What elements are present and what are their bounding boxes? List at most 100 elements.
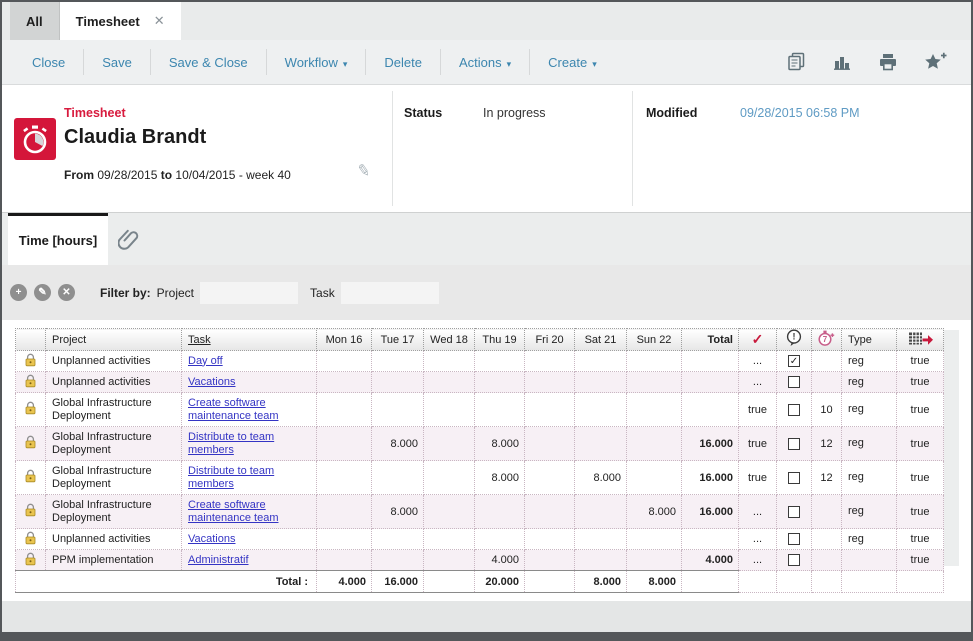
close-button[interactable]: Close xyxy=(32,54,66,70)
workflow-menu-button[interactable]: Workflow ▾ xyxy=(284,54,348,70)
day-column-header[interactable]: Tue 17 xyxy=(371,328,424,351)
day-cell[interactable] xyxy=(423,528,475,550)
day-cell[interactable] xyxy=(524,549,575,571)
day-cell[interactable] xyxy=(626,460,682,495)
day-cell[interactable] xyxy=(524,371,575,393)
day-cell[interactable] xyxy=(371,371,424,393)
task-link[interactable]: Vacations xyxy=(188,532,236,545)
rejected-checkbox[interactable] xyxy=(788,471,800,484)
rejected-checkbox[interactable] xyxy=(788,437,800,450)
task-link[interactable]: Day off xyxy=(188,354,223,367)
rejected-column-header[interactable]: ! xyxy=(776,328,812,351)
day-cell[interactable] xyxy=(574,528,627,550)
day-cell[interactable] xyxy=(474,350,525,372)
day-cell[interactable] xyxy=(626,426,682,461)
task-link[interactable]: Administratif xyxy=(188,553,249,566)
modified-value[interactable]: 09/28/2015 06:58 PM xyxy=(740,106,860,120)
transfer-column-header[interactable] xyxy=(896,328,944,351)
task-link[interactable]: Create software maintenance team xyxy=(188,498,279,524)
day-cell[interactable] xyxy=(626,371,682,393)
attachment-icon[interactable] xyxy=(117,228,139,256)
rejected-checkbox[interactable] xyxy=(788,554,800,566)
rejected-checkbox[interactable] xyxy=(788,533,800,545)
day-cell[interactable] xyxy=(316,494,372,529)
day-cell[interactable] xyxy=(316,426,372,461)
day-cell[interactable] xyxy=(371,460,424,495)
rejected-checkbox[interactable] xyxy=(788,403,800,416)
create-menu-button[interactable]: Create ▾ xyxy=(548,54,597,70)
task-link[interactable]: Distribute to team members xyxy=(188,464,275,490)
print-icon[interactable] xyxy=(878,52,898,72)
type-column-header[interactable]: Type xyxy=(841,328,897,351)
day-cell[interactable] xyxy=(316,350,372,372)
rejected-checkbox[interactable] xyxy=(788,376,800,388)
day-cell[interactable] xyxy=(474,494,525,529)
task-column-header[interactable]: Task xyxy=(181,328,317,351)
day-cell[interactable] xyxy=(371,528,424,550)
day-column-header[interactable]: Sun 22 xyxy=(626,328,682,351)
remove-row-button[interactable]: ✕ xyxy=(58,284,75,301)
close-icon[interactable]: ✕ xyxy=(153,13,165,28)
task-link[interactable]: Vacations xyxy=(188,375,236,388)
day-cell[interactable] xyxy=(316,528,372,550)
day-cell[interactable] xyxy=(423,350,475,372)
day-cell[interactable] xyxy=(574,549,627,571)
day-cell[interactable] xyxy=(626,549,682,571)
project-column-header[interactable]: Project xyxy=(45,328,182,351)
day-cell[interactable] xyxy=(626,528,682,550)
save-button[interactable]: Save xyxy=(102,54,132,70)
day-cell[interactable]: 4.000 xyxy=(474,549,525,571)
day-cell[interactable]: 8.000 xyxy=(474,460,525,495)
day-cell[interactable] xyxy=(423,392,475,427)
tab-time-hours[interactable]: Time [hours] xyxy=(8,213,108,265)
day-cell[interactable]: 8.000 xyxy=(371,494,424,529)
day-cell[interactable]: 8.000 xyxy=(371,426,424,461)
day-cell[interactable] xyxy=(524,392,575,427)
day-cell[interactable] xyxy=(423,371,475,393)
project-filter-input[interactable] xyxy=(200,281,299,304)
day-cell[interactable] xyxy=(423,494,475,529)
day-cell[interactable] xyxy=(474,528,525,550)
approved-column-header[interactable]: ✓ xyxy=(738,328,777,351)
day-cell[interactable] xyxy=(371,549,424,571)
day-cell[interactable] xyxy=(316,392,372,427)
favorite-add-icon[interactable] xyxy=(924,52,947,72)
day-cell[interactable] xyxy=(423,460,475,495)
rejected-checkbox[interactable]: ✓ xyxy=(788,355,800,367)
task-filter-input[interactable] xyxy=(340,281,439,304)
bar-chart-icon[interactable] xyxy=(832,52,852,72)
day-cell[interactable] xyxy=(626,392,682,427)
actions-menu-button[interactable]: Actions ▾ xyxy=(458,54,512,70)
day-cell[interactable] xyxy=(423,549,475,571)
day-cell[interactable] xyxy=(524,350,575,372)
add-row-button[interactable]: + xyxy=(10,284,27,301)
day-cell[interactable] xyxy=(474,392,525,427)
day-cell[interactable] xyxy=(474,371,525,393)
day-cell[interactable] xyxy=(524,494,575,529)
rejected-checkbox[interactable] xyxy=(788,505,800,518)
total-column-header[interactable]: Total xyxy=(681,328,739,351)
day-cell[interactable] xyxy=(524,426,575,461)
day-cell[interactable] xyxy=(626,350,682,372)
day-cell[interactable] xyxy=(371,392,424,427)
day-column-header[interactable]: Thu 19 xyxy=(474,328,525,351)
day-cell[interactable] xyxy=(574,392,627,427)
day-cell[interactable] xyxy=(574,494,627,529)
day-cell[interactable] xyxy=(574,371,627,393)
day-cell[interactable] xyxy=(316,371,372,393)
day-column-header[interactable]: Sat 21 xyxy=(574,328,627,351)
overtime-column-header[interactable]: 7 xyxy=(811,328,842,351)
day-cell[interactable] xyxy=(524,528,575,550)
day-cell[interactable]: 8.000 xyxy=(626,494,682,529)
day-cell[interactable] xyxy=(574,426,627,461)
day-cell[interactable] xyxy=(371,350,424,372)
copy-icon[interactable] xyxy=(786,52,806,72)
day-column-header[interactable]: Mon 16 xyxy=(316,328,372,351)
scrollbar-track[interactable] xyxy=(944,330,959,566)
tab-timesheet[interactable]: Timesheet ✕ xyxy=(59,2,181,40)
day-column-header[interactable]: Fri 20 xyxy=(524,328,575,351)
day-column-header[interactable]: Wed 18 xyxy=(423,328,475,351)
tab-all[interactable]: All xyxy=(10,2,60,40)
day-cell[interactable] xyxy=(316,549,372,571)
save-close-button[interactable]: Save & Close xyxy=(168,54,248,70)
